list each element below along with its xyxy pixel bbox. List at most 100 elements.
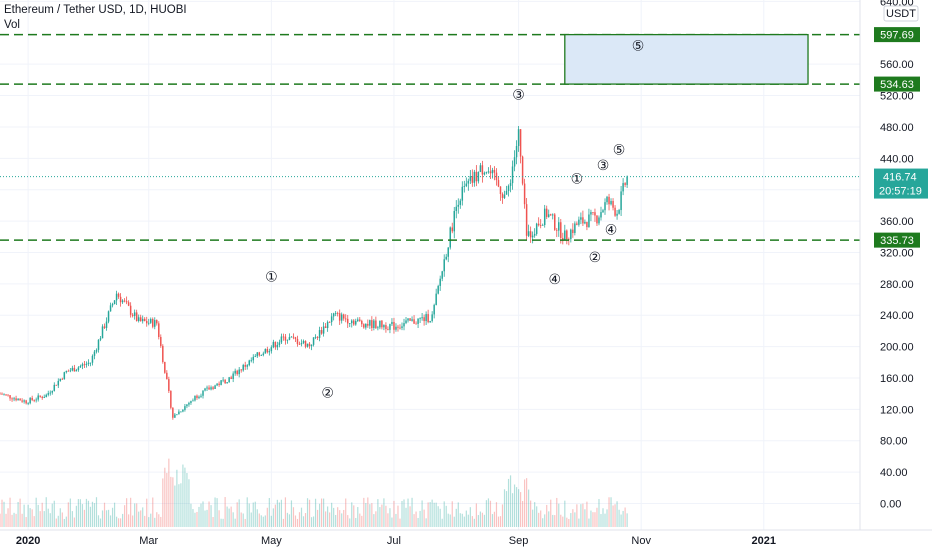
volume-bar (29, 508, 31, 527)
volume-bar (250, 512, 252, 527)
volume-bar (602, 508, 604, 527)
volume-bar (156, 512, 158, 527)
volume-bar (365, 503, 367, 527)
level-price-tag (874, 232, 920, 248)
volume-bar (67, 502, 69, 527)
candle-body (218, 383, 220, 385)
currency-label: USDT (886, 8, 916, 20)
candle-body (614, 207, 616, 216)
target-box-label: ⑤ (632, 39, 645, 55)
time-tick-label: May (261, 535, 282, 547)
volume-bar (538, 512, 540, 527)
volume-bar (618, 509, 620, 527)
last-price-tag (874, 168, 928, 199)
volume-bar (122, 513, 124, 527)
volume-bar (188, 479, 190, 527)
volume-bar (417, 517, 419, 527)
volume-bar (477, 515, 479, 527)
volume-bar (596, 507, 598, 527)
volume-bar (310, 517, 313, 527)
volume-bar (292, 507, 295, 527)
candle-body (332, 313, 335, 317)
candle-body (294, 337, 297, 340)
candle-body (230, 377, 232, 379)
candle-body (499, 186, 502, 194)
volume-bar (399, 518, 401, 527)
price-axis[interactable]: 640.00560.00520.00480.00440.00400.00360.… (859, 0, 928, 530)
volume-bar (389, 508, 391, 527)
level-price-tag (874, 27, 920, 43)
volume-legend[interactable]: Vol (4, 19, 20, 31)
volume-bar (443, 501, 445, 527)
candle-body (507, 185, 510, 191)
volume-bar (329, 512, 331, 527)
candle-body (310, 344, 313, 347)
candle-body (435, 293, 437, 305)
candle-body (224, 379, 226, 384)
volume-bar (431, 499, 433, 527)
candle-body (45, 394, 47, 398)
candle-body (547, 214, 550, 217)
candle-body (234, 370, 236, 374)
volume-bar (222, 518, 224, 527)
candle-body (340, 314, 343, 321)
time-tick-label: Mar (139, 535, 158, 547)
candle-body (101, 326, 104, 339)
volume-bar (55, 518, 57, 527)
volume-bar (461, 513, 463, 527)
candle-body (453, 211, 456, 232)
volume-bar (296, 518, 299, 527)
volume-bar (574, 512, 576, 527)
candle-body (598, 217, 600, 224)
volume-bar (120, 518, 122, 527)
candle-body (15, 398, 17, 401)
volume-bar (425, 518, 427, 527)
candle-body (248, 360, 250, 366)
volume-bar (17, 501, 19, 527)
candle-body (69, 370, 72, 372)
candle-body (129, 305, 132, 315)
time-tick-label: Jul (387, 535, 401, 547)
volume-bar (278, 502, 280, 527)
volume-bar (493, 511, 496, 527)
time-axis[interactable]: 2020 Mar May Jul Sep Nov 2021 (0, 529, 932, 547)
volume-bar (210, 505, 212, 527)
volume-bar (383, 498, 385, 527)
volume-bar (475, 503, 477, 527)
symbol-title[interactable]: Ethereum / Tether USD, 1D, HUOBI (4, 4, 187, 16)
candle-body (443, 259, 445, 272)
volume-bar (258, 513, 260, 527)
volume-bar (91, 501, 94, 527)
candle-body (608, 196, 610, 205)
volume-bar (252, 502, 254, 527)
volume-bar (272, 508, 274, 527)
candle-body (95, 349, 98, 352)
candle-body (447, 247, 449, 257)
candlesticks (0, 125, 628, 420)
target-box-rect (564, 33, 809, 85)
candle-body (1, 393, 3, 395)
candle-body (296, 339, 299, 345)
candle-body (385, 325, 387, 330)
candle-body (612, 200, 614, 208)
price-tick-label: 160.00 (880, 373, 914, 385)
candle-body (457, 204, 460, 207)
candle-body (206, 387, 208, 389)
volume-bar (401, 500, 403, 527)
candle-body (204, 388, 206, 391)
candle-body (71, 367, 74, 371)
volume-bar (495, 502, 498, 527)
candle-body (523, 183, 526, 205)
volume-bar (351, 502, 353, 527)
volume-bar (349, 518, 351, 527)
volume-bar (244, 518, 246, 527)
volume-bar (300, 507, 303, 527)
candle-body (570, 229, 572, 240)
candle-body (282, 336, 285, 338)
candle-body (415, 323, 417, 325)
volume-bar (590, 510, 592, 527)
target-box[interactable]: ⑤ (564, 33, 809, 85)
volume-bar (284, 497, 287, 527)
volume-bar (178, 484, 180, 527)
